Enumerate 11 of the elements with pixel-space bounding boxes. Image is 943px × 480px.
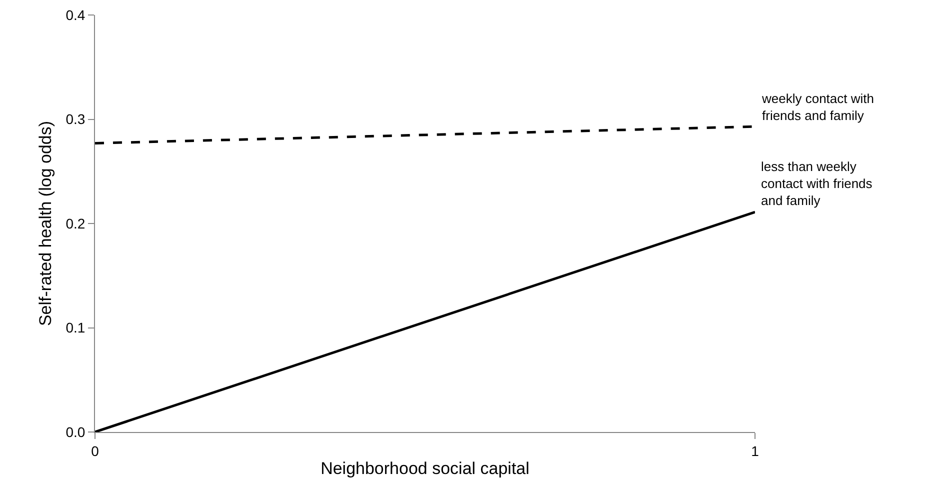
x-axis-title: Neighborhood social capital	[320, 459, 530, 478]
y-tick-label: 0.4	[66, 6, 86, 23]
x-tick-label: 0	[91, 442, 100, 459]
y-axis-title: Self-rated health (log odds)	[36, 120, 55, 326]
x-tick-label: 1	[751, 442, 760, 459]
y-tick-label: 0.0	[66, 424, 86, 440]
series-label: less than weekly contact with friends and family	[761, 159, 873, 208]
series-label: weekly contact with friends and family	[761, 91, 874, 123]
y-tick-label: 0.1	[66, 320, 86, 336]
y-tick-label: 0.2	[66, 215, 86, 232]
y-tick-label: 0.3	[66, 111, 86, 128]
